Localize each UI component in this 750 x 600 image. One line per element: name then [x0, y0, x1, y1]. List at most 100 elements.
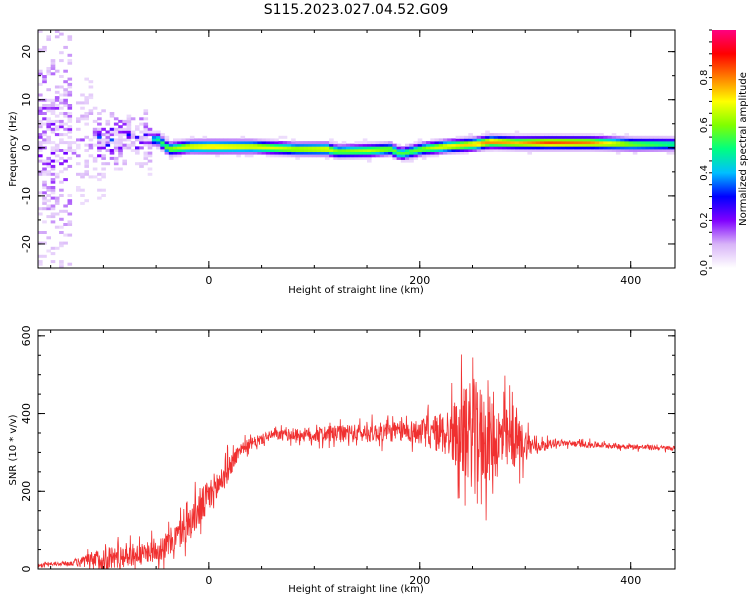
spectrogram-cell — [63, 167, 68, 171]
spectrogram-cell — [202, 151, 208, 155]
spectrogram-cell — [198, 149, 203, 152]
spectrogram-cell — [278, 154, 284, 158]
spectrogram-cell — [295, 141, 300, 145]
spectrogram-cell — [101, 175, 106, 179]
spectrogram-cell — [426, 143, 431, 147]
spectrogram-cell — [291, 151, 296, 155]
spectrogram-cell — [63, 133, 68, 137]
spectrogram-cell — [556, 149, 562, 152]
spectrogram-cell — [122, 127, 127, 131]
spectrogram-cell — [63, 151, 68, 155]
spectrogram-cell — [126, 138, 132, 142]
spectrogram-cell — [63, 223, 68, 226]
spectrogram-cell — [670, 141, 676, 145]
spectrogram-cell — [189, 138, 195, 142]
spectrogram-cell — [227, 143, 233, 147]
spectrogram-cell — [375, 149, 381, 152]
spectrogram-cell — [63, 122, 68, 126]
spectrogram-cell — [59, 122, 64, 126]
spectrogram-cell — [223, 151, 229, 155]
spectrogram-cell — [50, 119, 56, 123]
spectrogram-cell — [270, 154, 275, 158]
spectrogram-cell — [628, 135, 634, 139]
spectrogram-cell — [599, 149, 604, 152]
spectrogram-cell — [413, 141, 419, 145]
spectrogram-cell — [350, 154, 355, 158]
spectrogram-cell — [396, 149, 402, 152]
spectrogram-cell — [71, 141, 77, 145]
spectrogram-cell — [59, 32, 64, 36]
spectrogram-cell — [552, 133, 558, 137]
spectrogram-cell — [346, 149, 351, 152]
spectrogram-cell — [379, 141, 385, 145]
spectrogram-cell — [324, 143, 330, 147]
spectrogram-cell — [653, 138, 659, 142]
spectrogram-cell — [270, 141, 275, 145]
spectrogram-cell — [480, 138, 486, 142]
spectrogram-cell — [59, 180, 64, 184]
spectrogram-cell — [607, 135, 613, 139]
spectrogram-cell — [438, 138, 444, 142]
colorbar-tick-label: 0.8 — [699, 70, 710, 86]
spectrogram-cell — [653, 149, 659, 152]
spectrogram-cell — [615, 143, 621, 147]
spectrogram-cell — [54, 212, 60, 216]
spectrogram-cell — [118, 133, 123, 137]
spectrogram-cell — [185, 141, 191, 145]
spectrogram-cell — [480, 133, 486, 137]
spectrogram-cell — [135, 127, 140, 131]
spectrogram-cell — [139, 135, 144, 139]
spectrogram-cell — [46, 117, 51, 121]
spectrogram-cell — [510, 133, 516, 137]
spectrogram-cell — [544, 133, 549, 137]
spectrogram-cell — [544, 146, 549, 150]
spectrogram-cell — [362, 143, 368, 147]
spectrogram-cell — [531, 146, 537, 150]
spectrogram-cell — [569, 143, 575, 147]
spectrogram-cell — [632, 141, 638, 145]
spectrogram-cell — [561, 141, 566, 145]
spectrogram-cell — [468, 146, 473, 150]
spectrogram-cell — [611, 141, 617, 145]
spectrogram-cell — [548, 143, 553, 147]
spectrogram-cell — [565, 135, 570, 139]
spectrogram-cell — [139, 122, 144, 126]
spectrogram-cell — [544, 135, 549, 139]
spectrogram-cell — [67, 146, 73, 150]
spectrogram-cell — [173, 151, 178, 155]
spectrogram-cell — [42, 254, 47, 258]
spectrogram-cell — [143, 138, 149, 142]
spectrogram-cell — [257, 151, 262, 155]
spectrogram-cell — [118, 151, 123, 155]
spectrogram-cell — [506, 143, 511, 147]
spectrogram-cell — [257, 138, 262, 142]
spectrogram-cell — [455, 143, 461, 147]
spectrogram-panel: 0 200 400 -20 -10 0 10 20 Height of straight l… — [8, 29, 676, 296]
spectrogram-cell — [244, 138, 250, 142]
spectrogram-cell — [308, 149, 313, 152]
spectrogram-cell — [67, 141, 73, 145]
spectrogram-cell — [447, 141, 452, 145]
spectrogram-cell — [265, 151, 271, 155]
spectrogram-cell — [97, 196, 102, 200]
spectrogram-cell — [46, 164, 51, 168]
spectrogram-cell — [468, 141, 473, 145]
colorbar-tick-label: 0.6 — [699, 117, 710, 133]
spectrogram-cell — [451, 149, 456, 152]
spectrogram-cell — [375, 141, 381, 145]
spectrogram-cell — [405, 146, 410, 150]
spectrogram-cell — [489, 138, 494, 142]
spectrogram-cell — [388, 143, 393, 147]
spectrogram-cell — [67, 114, 73, 118]
spectrogram-cell — [198, 146, 203, 150]
spectrogram-cell — [38, 125, 43, 129]
spectrogram-cell — [122, 146, 127, 150]
spectrogram-cell — [97, 117, 102, 121]
spectrogram-cell — [291, 143, 296, 147]
snr-y-label: SNR (10 * v/v) — [8, 414, 19, 485]
spectrogram-cell — [101, 154, 106, 158]
spectrogram-cell — [248, 143, 254, 147]
spectrogram-cell — [358, 146, 364, 150]
spectrogram-cell — [316, 143, 321, 147]
spectrogram-cell — [67, 85, 73, 89]
